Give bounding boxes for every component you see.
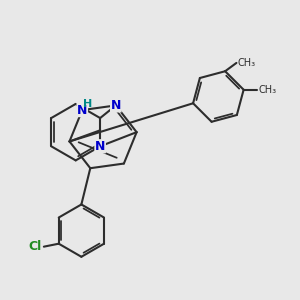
Text: N: N <box>111 99 121 112</box>
Text: N: N <box>95 140 105 153</box>
Text: Cl: Cl <box>28 240 41 253</box>
Text: H: H <box>83 98 92 109</box>
Text: CH₃: CH₃ <box>259 85 277 95</box>
Text: N: N <box>77 103 87 117</box>
Text: CH₃: CH₃ <box>238 58 256 68</box>
